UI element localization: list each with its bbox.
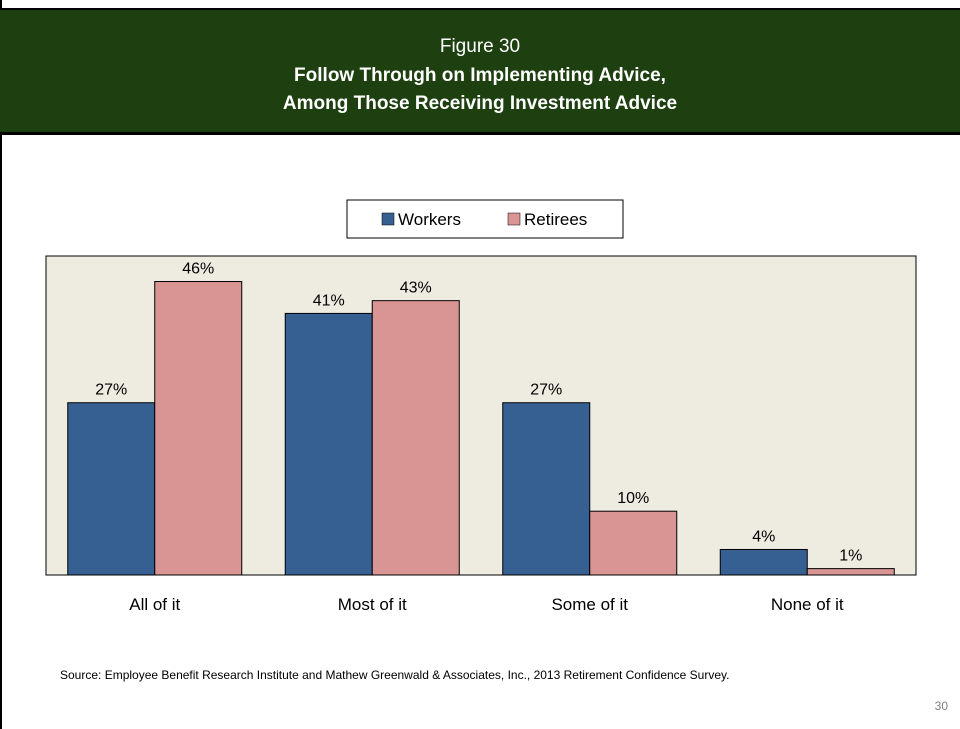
source-note: Source: Employee Benefit Research Instit… [60,668,730,682]
legend-swatch-retirees [507,212,521,226]
data-labels-group: 27% 46% 41% 43% 27% 10% 4% 1% [95,261,862,565]
bar-retirees-none-of-it [806,568,895,576]
x-tick-label: Some of it [551,595,628,614]
data-label-workers-most-of-it: 41% [313,292,345,309]
left-border-rule [0,0,2,729]
bars-group [67,281,895,576]
legend-swatch-workers [381,212,395,226]
x-axis-labels: All of it Most of it Some of it None of it [129,595,844,614]
bar-workers-some-of-it [502,402,591,576]
data-label-retirees-most-of-it: 43% [400,280,432,297]
bar-workers-all-of-it [67,402,156,576]
bar-retirees-some-of-it [589,510,678,576]
bar-retirees-most-of-it [371,300,460,576]
bar-workers-most-of-it [284,312,373,576]
legend: Workers Retirees [346,199,624,239]
data-label-workers-all-of-it: 27% [95,382,127,399]
bar-workers-none-of-it [719,548,808,576]
data-label-workers-some-of-it: 27% [530,382,562,399]
page-number: 30 [934,699,948,713]
legend-label-retirees: Retirees [524,210,587,229]
x-tick-label: None of it [771,595,844,614]
legend-label-workers: Workers [398,210,461,229]
bar-retirees-all-of-it [154,281,243,576]
x-tick-label: Most of it [338,595,407,614]
data-label-retirees-none-of-it: 1% [839,548,862,565]
figure-title-line-1: Follow Through on Implementing Advice, [294,65,666,86]
x-tick-label: All of it [129,595,180,614]
figure-title-line-2: Among Those Receiving Investment Advice [282,93,678,114]
data-label-retirees-all-of-it: 46% [182,261,214,278]
figure-header: Figure 30 Follow Through on Implementing… [0,8,960,135]
figure-number: Figure 30 [439,36,521,57]
data-label-workers-none-of-it: 4% [752,528,775,545]
data-label-retirees-some-of-it: 10% [617,490,649,507]
